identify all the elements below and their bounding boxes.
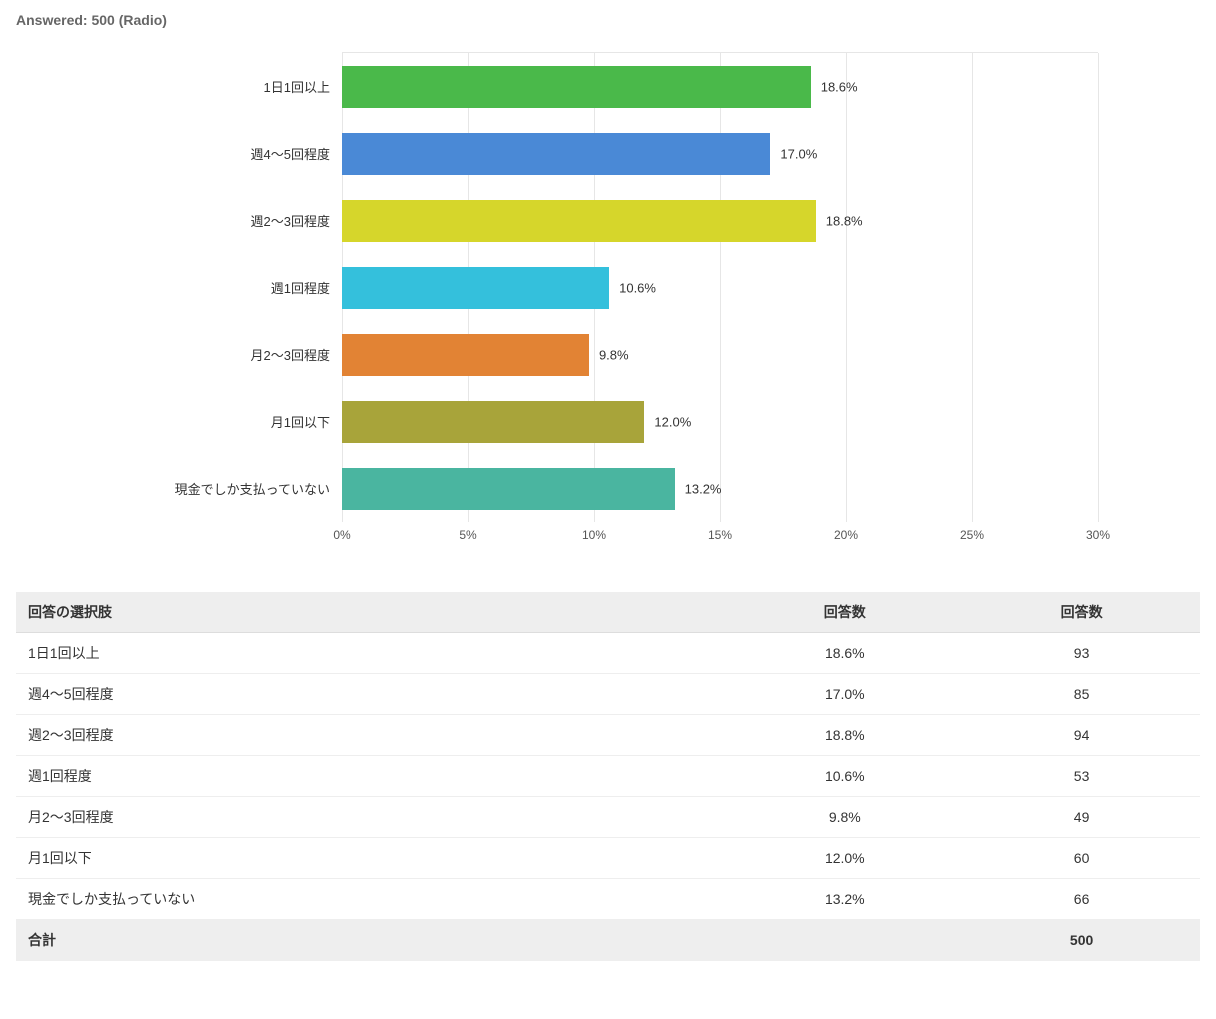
- table-cell-percent: 9.8%: [726, 797, 963, 838]
- table-cell-label: 月1回以下: [16, 838, 726, 879]
- table-cell-percent: 17.0%: [726, 674, 963, 715]
- chart-bar: 10.6%: [342, 267, 609, 309]
- chart-x-tick: 0%: [333, 528, 350, 542]
- chart-bar-label: 1日1回以上: [122, 77, 342, 96]
- chart-bar-row: 週1回程度10.6%: [342, 254, 1098, 321]
- chart-bar-label: 週1回程度: [122, 278, 342, 297]
- table-cell-count: 60: [963, 838, 1200, 879]
- chart-bar-value: 18.6%: [811, 79, 858, 94]
- results-table: 回答の選択肢 回答数 回答数 1日1回以上18.6%93週4～5回程度17.0%…: [16, 592, 1200, 961]
- chart-x-axis: 0%5%10%15%20%25%30%: [342, 522, 1098, 552]
- chart-x-tick: 15%: [708, 528, 732, 542]
- table-cell-count: 49: [963, 797, 1200, 838]
- chart-x-tick: 20%: [834, 528, 858, 542]
- table-cell-percent: 13.2%: [726, 879, 963, 920]
- table-row: 週4～5回程度17.0%85: [16, 674, 1200, 715]
- chart-x-tick: 5%: [459, 528, 476, 542]
- table-header-row: 回答の選択肢 回答数 回答数: [16, 592, 1200, 633]
- table-header-count: 回答数: [963, 592, 1200, 633]
- table-row: 月2～3回程度9.8%49: [16, 797, 1200, 838]
- chart-x-tick: 10%: [582, 528, 606, 542]
- table-row: 1日1回以上18.6%93: [16, 633, 1200, 674]
- table-cell-percent: 18.8%: [726, 715, 963, 756]
- table-header-label: 回答の選択肢: [16, 592, 726, 633]
- table-cell-count: 66: [963, 879, 1200, 920]
- chart-bar-label: 月2～3回程度: [122, 345, 342, 364]
- answered-header: Answered: 500 (Radio): [16, 12, 1200, 28]
- table-cell-count: 53: [963, 756, 1200, 797]
- table-cell-label: 現金でしか支払っていない: [16, 879, 726, 920]
- chart-bar-row: 現金でしか支払っていない13.2%: [342, 455, 1098, 522]
- table-cell-count: 85: [963, 674, 1200, 715]
- chart-bar-row: 週4～5回程度17.0%: [342, 120, 1098, 187]
- chart-plot-area: 1日1回以上18.6%週4～5回程度17.0%週2～3回程度18.8%週1回程度…: [342, 52, 1098, 522]
- chart-bar-row: 週2～3回程度18.8%: [342, 187, 1098, 254]
- table-header-percent: 回答数: [726, 592, 963, 633]
- chart-bar: 9.8%: [342, 334, 589, 376]
- table-cell-label: 週4～5回程度: [16, 674, 726, 715]
- table-total-count: 500: [963, 920, 1200, 961]
- chart-bar-label: 現金でしか支払っていない: [122, 479, 342, 498]
- chart-x-tick: 25%: [960, 528, 984, 542]
- chart-bar-label: 月1回以下: [122, 412, 342, 431]
- chart-bar-row: 月2～3回程度9.8%: [342, 321, 1098, 388]
- table-cell-label: 週2～3回程度: [16, 715, 726, 756]
- chart-bar-value: 18.8%: [816, 213, 863, 228]
- chart-bar-label: 週4～5回程度: [122, 144, 342, 163]
- bar-chart: 1日1回以上18.6%週4～5回程度17.0%週2～3回程度18.8%週1回程度…: [118, 52, 1098, 552]
- table-total-row: 合計 500: [16, 920, 1200, 961]
- chart-bar: 17.0%: [342, 133, 770, 175]
- table-cell-count: 93: [963, 633, 1200, 674]
- table-row: 週1回程度10.6%53: [16, 756, 1200, 797]
- table-row: 週2～3回程度18.8%94: [16, 715, 1200, 756]
- chart-gridline: [1098, 53, 1099, 522]
- chart-bar: 13.2%: [342, 468, 675, 510]
- chart-bar: 12.0%: [342, 401, 644, 443]
- chart-bar-row: 月1回以下12.0%: [342, 388, 1098, 455]
- chart-bar-value: 17.0%: [770, 146, 817, 161]
- table-total-percent: [726, 920, 963, 961]
- table-cell-percent: 12.0%: [726, 838, 963, 879]
- table-row: 現金でしか支払っていない13.2%66: [16, 879, 1200, 920]
- chart-bar-value: 9.8%: [589, 347, 629, 362]
- table-cell-count: 94: [963, 715, 1200, 756]
- table-cell-label: 週1回程度: [16, 756, 726, 797]
- chart-bar-label: 週2～3回程度: [122, 211, 342, 230]
- table-row: 月1回以下12.0%60: [16, 838, 1200, 879]
- chart-bar: 18.6%: [342, 66, 811, 108]
- chart-bar: 18.8%: [342, 200, 816, 242]
- chart-bar-value: 13.2%: [675, 481, 722, 496]
- chart-x-tick: 30%: [1086, 528, 1110, 542]
- table-cell-label: 月2～3回程度: [16, 797, 726, 838]
- table-total-label: 合計: [16, 920, 726, 961]
- chart-bar-row: 1日1回以上18.6%: [342, 53, 1098, 120]
- table-cell-percent: 10.6%: [726, 756, 963, 797]
- chart-bar-value: 12.0%: [644, 414, 691, 429]
- chart-bar-value: 10.6%: [609, 280, 656, 295]
- table-cell-label: 1日1回以上: [16, 633, 726, 674]
- table-cell-percent: 18.6%: [726, 633, 963, 674]
